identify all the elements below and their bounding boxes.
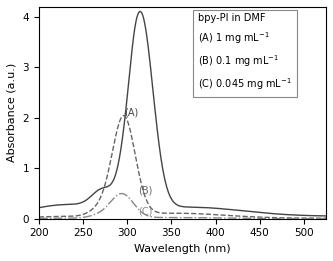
Text: (C): (C): [138, 207, 152, 217]
Text: (B): (B): [138, 186, 152, 195]
Text: (A): (A): [124, 107, 138, 117]
Text: bpy-PI in DMF
(A) 1 mg mL$^{-1}$
(B) 0.1 mg mL$^{-1}$
(C) 0.045 mg mL$^{-1}$: bpy-PI in DMF (A) 1 mg mL$^{-1}$ (B) 0.1…: [198, 13, 292, 92]
X-axis label: Wavelength (nm): Wavelength (nm): [134, 244, 231, 254]
Y-axis label: Absorbance (a.u.): Absorbance (a.u.): [7, 63, 17, 163]
